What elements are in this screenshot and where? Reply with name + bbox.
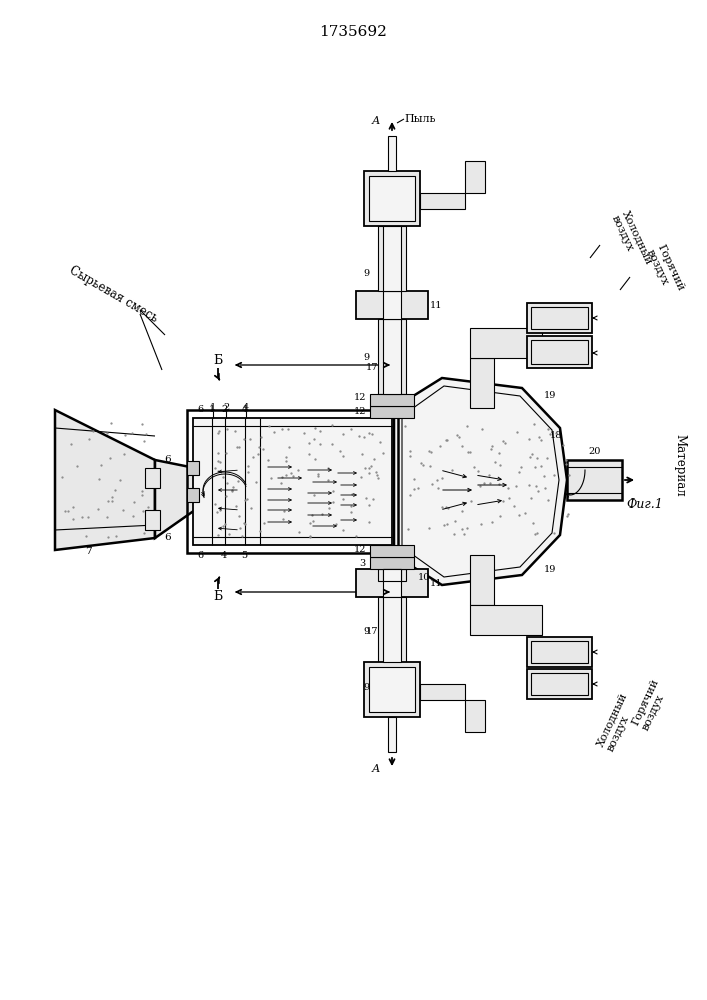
Text: 4: 4 xyxy=(243,402,249,412)
Text: 11: 11 xyxy=(430,578,443,587)
Text: 9: 9 xyxy=(364,682,370,692)
Text: А: А xyxy=(372,764,380,774)
Text: 4: 4 xyxy=(221,550,227,560)
Bar xyxy=(420,193,465,209)
Bar xyxy=(370,406,414,418)
Polygon shape xyxy=(470,328,542,358)
Bar xyxy=(383,291,401,319)
Bar xyxy=(527,303,592,333)
Bar xyxy=(187,488,199,502)
Bar xyxy=(369,667,415,712)
Text: 10: 10 xyxy=(418,572,431,582)
Text: 17: 17 xyxy=(366,363,378,372)
Bar xyxy=(378,569,406,581)
Text: Горячий
воздух: Горячий воздух xyxy=(645,243,686,297)
Text: 6: 6 xyxy=(197,406,203,414)
Bar xyxy=(370,557,414,569)
Bar xyxy=(364,662,420,717)
Bar xyxy=(420,684,465,700)
Text: 18: 18 xyxy=(550,432,562,440)
Text: 5: 5 xyxy=(241,550,247,560)
Text: 6: 6 xyxy=(197,550,203,560)
Text: Холодный
воздух: Холодный воздух xyxy=(610,209,654,271)
Text: Пыль: Пыль xyxy=(404,114,436,124)
Bar xyxy=(567,460,622,500)
Bar xyxy=(527,669,592,699)
Text: Сырьевая смесь: Сырьевая смесь xyxy=(66,263,160,325)
Bar xyxy=(531,641,588,663)
Bar xyxy=(383,569,401,597)
Bar xyxy=(527,336,592,368)
Polygon shape xyxy=(394,378,567,585)
Text: Фиг.1: Фиг.1 xyxy=(626,498,663,512)
Bar xyxy=(193,418,392,545)
Bar xyxy=(356,569,428,597)
Text: 12: 12 xyxy=(354,408,366,416)
Text: Б: Б xyxy=(214,589,223,602)
Text: 2: 2 xyxy=(222,406,228,414)
Bar xyxy=(531,307,588,329)
Bar xyxy=(383,597,401,662)
Text: 12: 12 xyxy=(354,544,366,554)
Text: 4: 4 xyxy=(242,406,248,414)
Bar xyxy=(531,673,588,695)
Bar xyxy=(145,510,160,530)
Bar xyxy=(378,597,406,662)
Text: 6: 6 xyxy=(165,532,171,542)
Polygon shape xyxy=(155,460,195,538)
Text: Материал: Материал xyxy=(674,434,686,496)
Bar xyxy=(383,319,401,394)
Text: 9: 9 xyxy=(364,269,370,278)
Bar xyxy=(187,461,199,475)
Bar xyxy=(383,569,401,581)
Bar xyxy=(470,358,494,408)
Bar xyxy=(388,136,396,171)
Polygon shape xyxy=(470,605,542,635)
Bar xyxy=(378,319,406,394)
Polygon shape xyxy=(465,161,485,193)
Text: 19: 19 xyxy=(544,391,556,400)
Text: 12: 12 xyxy=(354,393,366,402)
Bar xyxy=(370,545,414,557)
Bar xyxy=(370,394,414,406)
Bar xyxy=(145,468,160,488)
Text: Холодный
воздух: Холодный воздух xyxy=(595,691,639,753)
Bar xyxy=(470,555,494,605)
Text: 20: 20 xyxy=(589,448,601,456)
Text: Горячий
воздух: Горячий воздух xyxy=(630,678,671,732)
Bar xyxy=(187,410,398,553)
Text: А: А xyxy=(372,116,380,126)
Text: 1735692: 1735692 xyxy=(319,25,387,39)
Text: 6: 6 xyxy=(165,456,171,464)
Text: 7: 7 xyxy=(85,548,91,556)
Bar xyxy=(364,171,420,226)
Text: 11: 11 xyxy=(430,300,443,310)
Bar xyxy=(378,226,406,291)
Bar xyxy=(356,291,428,319)
Bar xyxy=(531,340,588,364)
Bar xyxy=(527,637,592,667)
Text: 2: 2 xyxy=(223,402,229,412)
Text: 17: 17 xyxy=(366,628,378,637)
Bar xyxy=(369,176,415,221)
Text: 19: 19 xyxy=(544,566,556,574)
Polygon shape xyxy=(465,700,485,732)
Text: 1: 1 xyxy=(209,406,215,414)
Text: 1: 1 xyxy=(210,402,216,412)
Text: 3: 3 xyxy=(360,558,366,568)
Bar xyxy=(388,717,396,752)
Polygon shape xyxy=(55,410,155,550)
Text: 9: 9 xyxy=(364,354,370,362)
Text: Б: Б xyxy=(214,355,223,367)
Bar xyxy=(383,226,401,291)
Text: 9: 9 xyxy=(364,628,370,637)
